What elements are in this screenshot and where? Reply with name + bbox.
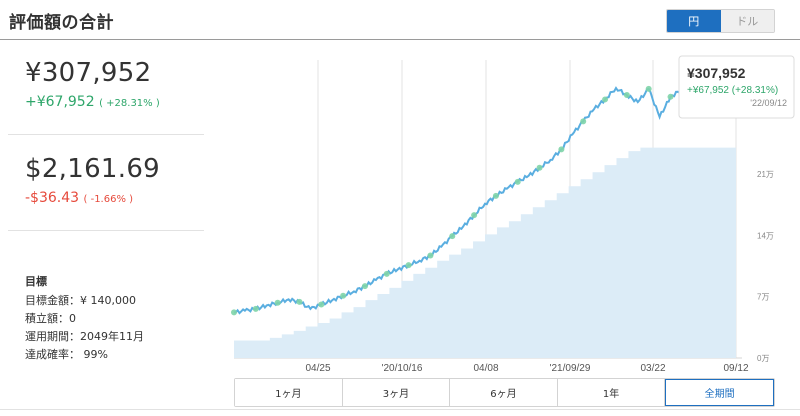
data-point-marker — [471, 212, 478, 219]
line-series — [233, 85, 737, 315]
page-title: 評価額の合計 — [9, 13, 114, 33]
chart-tooltip: ¥307,952 +¥67,952 (+28.31%) '22/09/12 — [678, 55, 795, 119]
data-point-marker — [427, 252, 434, 259]
currency-dollar-button[interactable]: ドル — [720, 10, 774, 32]
tooltip-change: +¥67,952 (+28.31%) — [687, 85, 778, 96]
header: 評価額の合計 円 ドル — [0, 0, 800, 40]
data-point-marker — [514, 178, 521, 185]
data-point-marker — [580, 118, 587, 125]
data-point-marker — [340, 292, 347, 299]
y-tick-label-2: 14万 — [757, 231, 774, 240]
goal-section: 目標 目標金額：¥ 140,000 積立額：0 運用期間：2049年11月 達成… — [25, 273, 144, 364]
y-axis-ticks: 0万7万14万21万28万 — [757, 109, 774, 363]
summary-panel: ¥307,952 +¥67,952 ( +28.31% ) $2,161.69 … — [8, 41, 204, 416]
jpy-total-value: ¥307,952 — [25, 58, 152, 88]
x-tick-label-1: '20/10/16 — [382, 363, 423, 374]
range-selector: 1ヶ月 3ヶ月 6ヶ月 1年 全期間 — [234, 378, 775, 407]
data-point-marker — [274, 299, 281, 306]
currency-toggle: 円 ドル — [666, 9, 775, 33]
y-tick-label-1: 7万 — [757, 293, 769, 302]
usd-total-value: $2,161.69 — [25, 154, 161, 184]
data-point-marker — [383, 270, 390, 277]
data-point-marker — [536, 164, 543, 171]
goal-target-amount: 目標金額：¥ 140,000 — [25, 294, 136, 307]
usd-change: -$36.43 ( -1.66% ) — [25, 190, 133, 206]
data-point-marker — [558, 146, 565, 153]
goal-period: 運用期間：2049年11月 — [25, 330, 144, 343]
tooltip-date: '22/09/12 — [750, 98, 787, 108]
x-tick-label-0: 04/25 — [305, 363, 330, 374]
jpy-change-amount: +¥67,952 — [25, 94, 95, 110]
data-point-marker — [296, 298, 303, 305]
y-tick-label-3: 21万 — [757, 170, 774, 179]
data-point-marker — [623, 92, 630, 99]
data-point-marker — [492, 192, 499, 199]
data-point-marker — [318, 301, 325, 308]
x-tick-label-5: 09/12 — [723, 363, 748, 374]
tooltip-box — [678, 55, 795, 119]
usd-summary: $2,161.69 -$36.43 ( -1.66% ) — [8, 136, 204, 231]
goal-contribution: 積立額：0 — [25, 312, 76, 325]
jpy-change: +¥67,952 ( +28.31% ) — [25, 94, 160, 110]
x-tick-label-2: 04/08 — [473, 363, 498, 374]
data-point-marker — [231, 309, 237, 316]
data-point-marker — [252, 305, 259, 312]
usd-change-amount: -$36.43 — [25, 190, 80, 206]
data-point-marker — [449, 233, 456, 240]
data-point-marker — [645, 85, 652, 92]
range-6-months-button[interactable]: 6ヶ月 — [450, 379, 558, 406]
data-point-marker — [602, 96, 609, 103]
range-1-month-button[interactable]: 1ヶ月 — [235, 379, 343, 406]
x-tick-label-3: '21/09/29 — [550, 363, 591, 374]
jpy-summary: ¥307,952 +¥67,952 ( +28.31% ) — [8, 41, 204, 135]
x-axis-ticks: 04/25 '20/10/16 04/08 '21/09/29 03/22 09/12 — [305, 363, 748, 374]
jpy-change-percent: ( +28.31% ) — [99, 98, 160, 109]
divider — [0, 409, 800, 410]
valuation-chart[interactable]: 04/25 '20/10/16 04/08 '21/09/29 03/22 09/12 0… — [205, 40, 800, 376]
range-1-year-button[interactable]: 1年 — [557, 379, 666, 406]
data-point-marker — [667, 93, 674, 100]
goal-probability: 達成確率： 99% — [25, 348, 108, 361]
goal-title: 目標 — [25, 275, 47, 288]
range-all-button[interactable]: 全期間 — [665, 379, 774, 406]
currency-yen-button[interactable]: 円 — [667, 10, 721, 32]
range-3-months-button[interactable]: 3ヶ月 — [342, 379, 451, 406]
data-point-marker — [405, 262, 412, 269]
usd-change-percent: ( -1.66% ) — [83, 194, 134, 205]
data-point-marker — [361, 283, 368, 290]
x-tick-label-4: 03/22 — [640, 363, 665, 374]
tooltip-value: ¥307,952 — [687, 65, 746, 81]
y-tick-label-0: 0万 — [757, 354, 769, 363]
area-series — [234, 147, 736, 358]
